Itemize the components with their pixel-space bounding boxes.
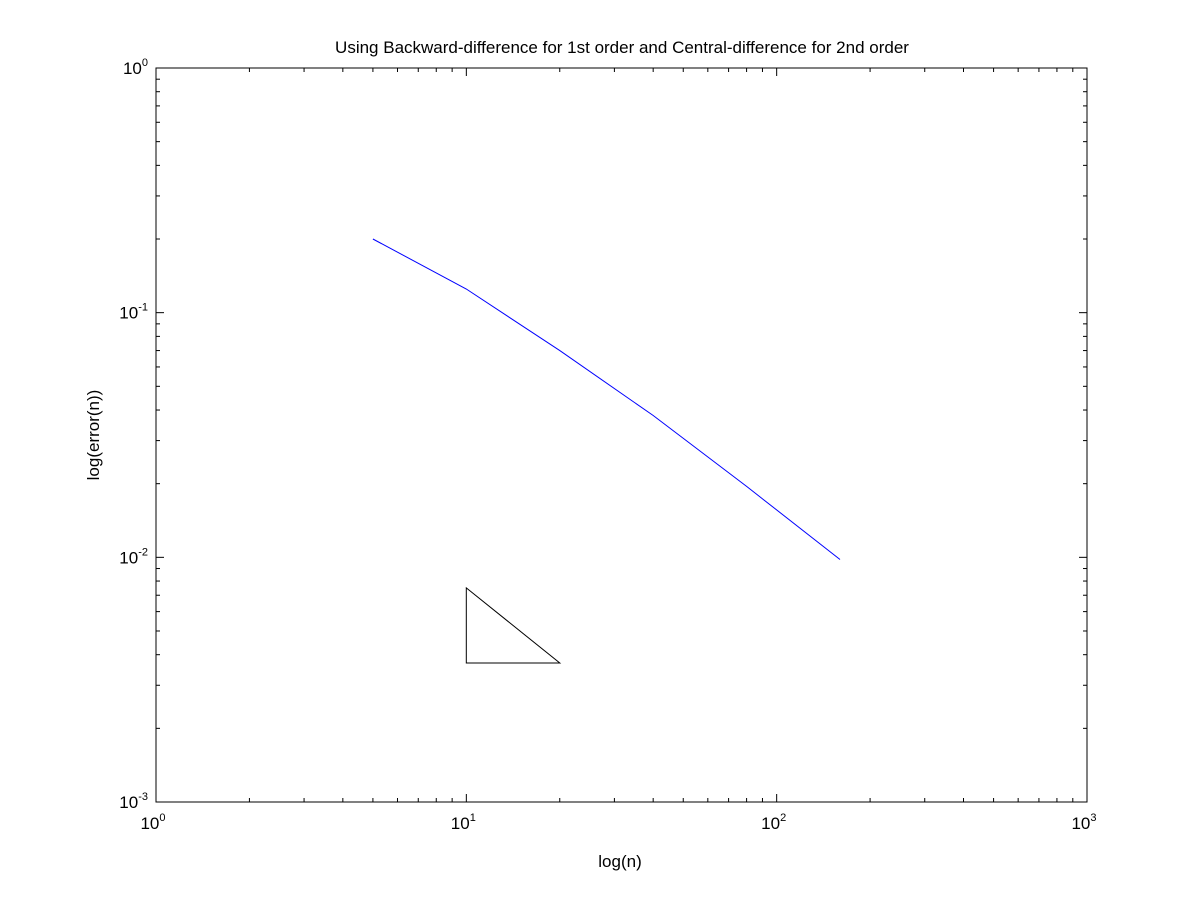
x-tick-label-exponent: 2: [780, 812, 786, 824]
chart-title: Using Backward-difference for 1st order …: [335, 38, 909, 57]
y-tick-label-exponent: -1: [138, 302, 148, 314]
axis-ticks: [155, 68, 1087, 803]
y-tick-label-base: 10: [119, 793, 138, 812]
y-tick-label-exponent: -3: [138, 791, 148, 803]
x-tick-label: 102: [761, 812, 786, 833]
slope-triangle: [465, 586, 562, 664]
y-tick-label-base: 10: [119, 304, 138, 323]
y-tick-label-base: 10: [123, 59, 142, 78]
y-tick-label-base: 10: [119, 548, 138, 567]
y-tick-label-exponent: -2: [138, 546, 148, 558]
x-tick-label-base: 10: [761, 814, 780, 833]
x-tick-label-base: 10: [1071, 814, 1090, 833]
x-tick-label: 101: [451, 812, 476, 833]
y-tick-label: 10-3: [119, 791, 148, 812]
y-tick-label: 10-2: [119, 546, 148, 567]
y-tick-label: 10-1: [119, 302, 148, 323]
plot-area: [155, 67, 1088, 803]
x-tick-label-base: 10: [451, 814, 470, 833]
annotation-layer: [465, 586, 562, 664]
x-tick-label-exponent: 3: [1090, 812, 1096, 824]
x-tick-label: 103: [1071, 812, 1096, 833]
x-tick-label-exponent: 0: [159, 812, 165, 824]
x-tick-label-exponent: 1: [470, 812, 476, 824]
series-layer: [372, 238, 841, 560]
x-tick-label-base: 10: [140, 814, 159, 833]
y-axis-label: log(error(n)): [84, 390, 103, 481]
x-tick-label: 100: [140, 812, 165, 833]
series-line: [372, 238, 841, 560]
y-tick-label-exponent: 0: [142, 57, 148, 69]
x-axis-label: log(n): [598, 852, 641, 871]
y-tick-label: 100: [123, 57, 148, 78]
